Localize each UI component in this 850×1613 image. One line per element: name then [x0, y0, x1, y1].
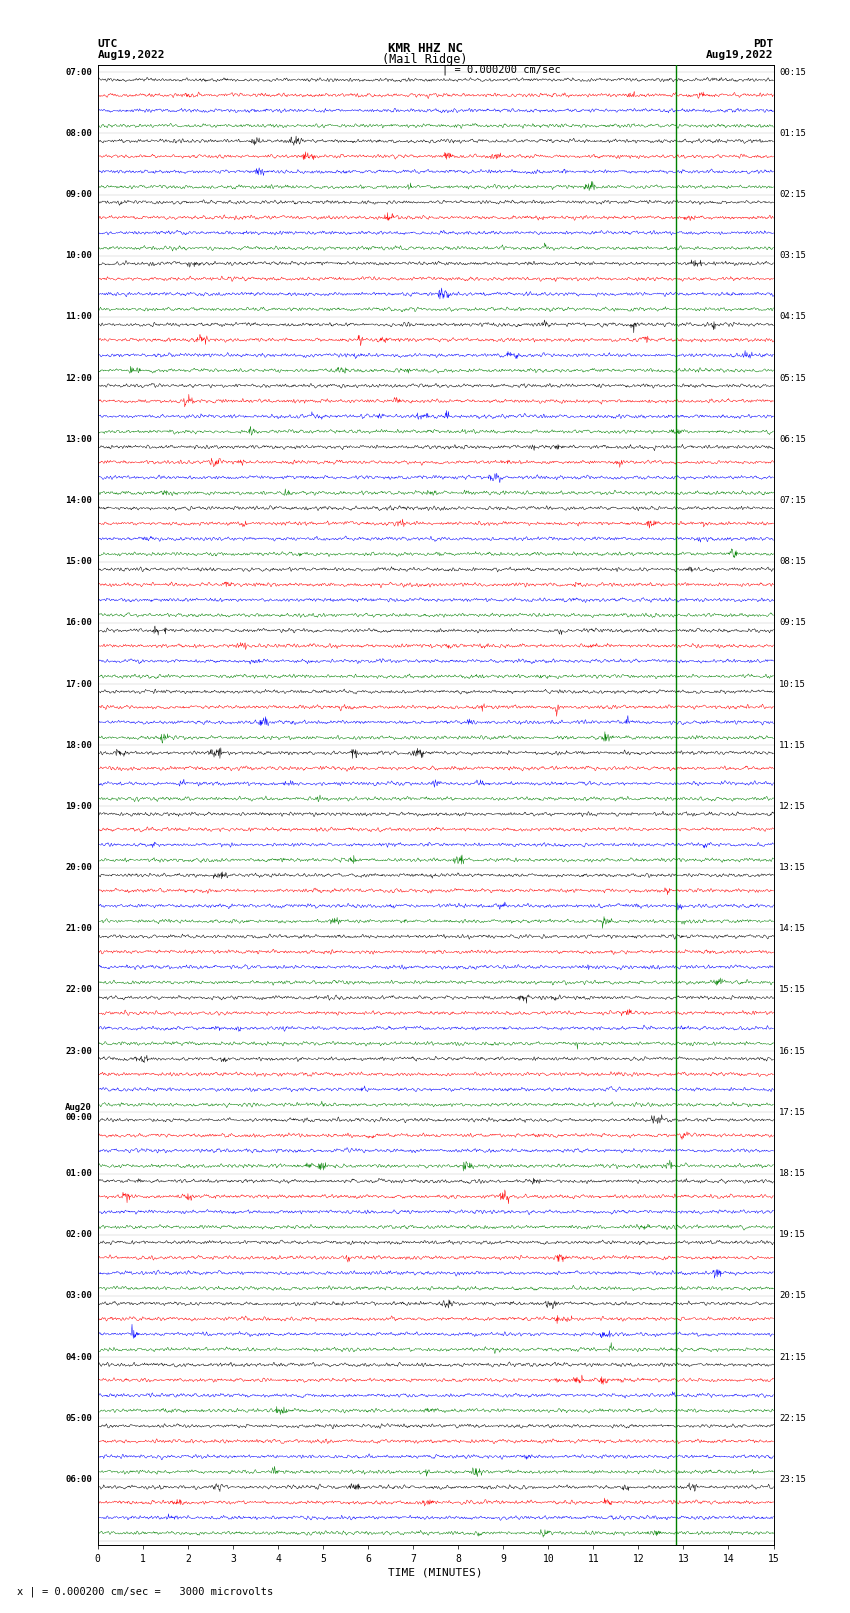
- Text: 06:00: 06:00: [65, 1474, 92, 1484]
- Text: 13:00: 13:00: [65, 436, 92, 444]
- Text: 17:00: 17:00: [65, 679, 92, 689]
- Text: PDT: PDT: [753, 39, 774, 48]
- Text: 11:15: 11:15: [779, 740, 806, 750]
- Text: 19:00: 19:00: [65, 802, 92, 811]
- Text: 01:15: 01:15: [779, 129, 806, 137]
- Text: 08:00: 08:00: [65, 129, 92, 137]
- Text: (Mail Ridge): (Mail Ridge): [382, 53, 468, 66]
- Text: 10:15: 10:15: [779, 679, 806, 689]
- Text: 13:15: 13:15: [779, 863, 806, 873]
- Text: 14:00: 14:00: [65, 495, 92, 505]
- Text: 02:15: 02:15: [779, 190, 806, 198]
- Text: 02:00: 02:00: [65, 1231, 92, 1239]
- Text: Aug19,2022: Aug19,2022: [98, 50, 165, 60]
- Text: Aug20
00:00: Aug20 00:00: [65, 1103, 92, 1123]
- Text: 16:00: 16:00: [65, 618, 92, 627]
- Text: 15:00: 15:00: [65, 556, 92, 566]
- Text: 20:15: 20:15: [779, 1292, 806, 1300]
- Text: UTC: UTC: [98, 39, 118, 48]
- Text: 21:15: 21:15: [779, 1353, 806, 1361]
- Text: 03:00: 03:00: [65, 1292, 92, 1300]
- Text: 23:00: 23:00: [65, 1047, 92, 1055]
- Text: 01:00: 01:00: [65, 1169, 92, 1177]
- Text: 12:00: 12:00: [65, 374, 92, 382]
- Text: x | = 0.000200 cm/sec =   3000 microvolts: x | = 0.000200 cm/sec = 3000 microvolts: [17, 1586, 273, 1597]
- Text: 06:15: 06:15: [779, 436, 806, 444]
- Text: 20:00: 20:00: [65, 863, 92, 873]
- Text: 18:15: 18:15: [779, 1169, 806, 1177]
- Text: 07:00: 07:00: [65, 68, 92, 77]
- Text: 04:15: 04:15: [779, 313, 806, 321]
- Text: 00:15: 00:15: [779, 68, 806, 77]
- Text: 17:15: 17:15: [779, 1108, 806, 1116]
- Text: 14:15: 14:15: [779, 924, 806, 934]
- Text: 22:15: 22:15: [779, 1413, 806, 1423]
- Text: 11:00: 11:00: [65, 313, 92, 321]
- Text: 04:00: 04:00: [65, 1353, 92, 1361]
- Text: 10:00: 10:00: [65, 252, 92, 260]
- Text: 21:00: 21:00: [65, 924, 92, 934]
- Text: 05:15: 05:15: [779, 374, 806, 382]
- Text: Aug19,2022: Aug19,2022: [706, 50, 774, 60]
- Text: KMR HHZ NC: KMR HHZ NC: [388, 42, 462, 55]
- Text: 18:00: 18:00: [65, 740, 92, 750]
- Text: 08:15: 08:15: [779, 556, 806, 566]
- Text: 12:15: 12:15: [779, 802, 806, 811]
- Text: 09:15: 09:15: [779, 618, 806, 627]
- Text: 03:15: 03:15: [779, 252, 806, 260]
- Text: 22:00: 22:00: [65, 986, 92, 995]
- Text: | = 0.000200 cm/sec: | = 0.000200 cm/sec: [442, 65, 561, 76]
- Text: 19:15: 19:15: [779, 1231, 806, 1239]
- Text: 05:00: 05:00: [65, 1413, 92, 1423]
- Text: 23:15: 23:15: [779, 1474, 806, 1484]
- X-axis label: TIME (MINUTES): TIME (MINUTES): [388, 1568, 483, 1578]
- Text: 16:15: 16:15: [779, 1047, 806, 1055]
- Text: 15:15: 15:15: [779, 986, 806, 995]
- Text: 09:00: 09:00: [65, 190, 92, 198]
- Text: 07:15: 07:15: [779, 495, 806, 505]
